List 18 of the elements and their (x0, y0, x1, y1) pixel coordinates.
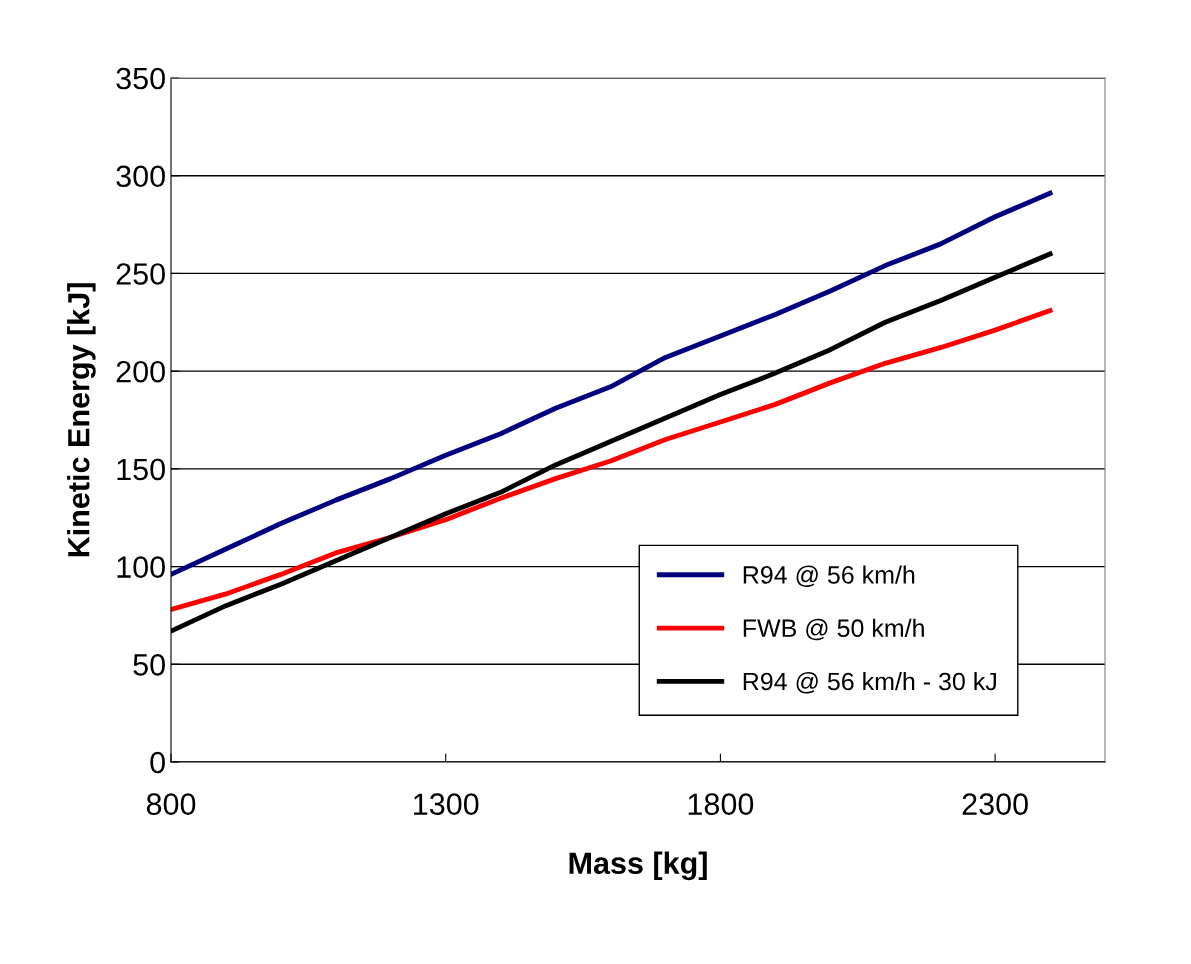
legend-label: R94 @ 56 km/h - 30 kJ (743, 672, 996, 694)
line-series (171, 308, 1053, 612)
legend-label: FWB @ 50 km/h (743, 618, 924, 641)
y-tick-label: 350 (116, 67, 165, 90)
x-tick-label: 1300 (414, 793, 479, 815)
y-axis-title: Kinetic Energy [kJ] (67, 283, 96, 557)
y-tick-label: 50 (133, 654, 165, 676)
legend-label: R94 @ 56 km/h (743, 565, 915, 587)
x-tick-label: 800 (146, 793, 196, 815)
y-tick-label: 100 (117, 556, 165, 578)
x-tick-label: 2300 (962, 793, 1028, 815)
x-tick-label: 1800 (688, 793, 754, 815)
y-tick-label: 250 (116, 263, 165, 285)
y-tick-label: 200 (116, 360, 165, 383)
x-axis-title: Mass [kg] (569, 851, 707, 881)
y-tick-label: 150 (117, 458, 165, 481)
y-tick-label: 300 (116, 165, 165, 188)
y-tick-label: 0 (150, 751, 165, 774)
